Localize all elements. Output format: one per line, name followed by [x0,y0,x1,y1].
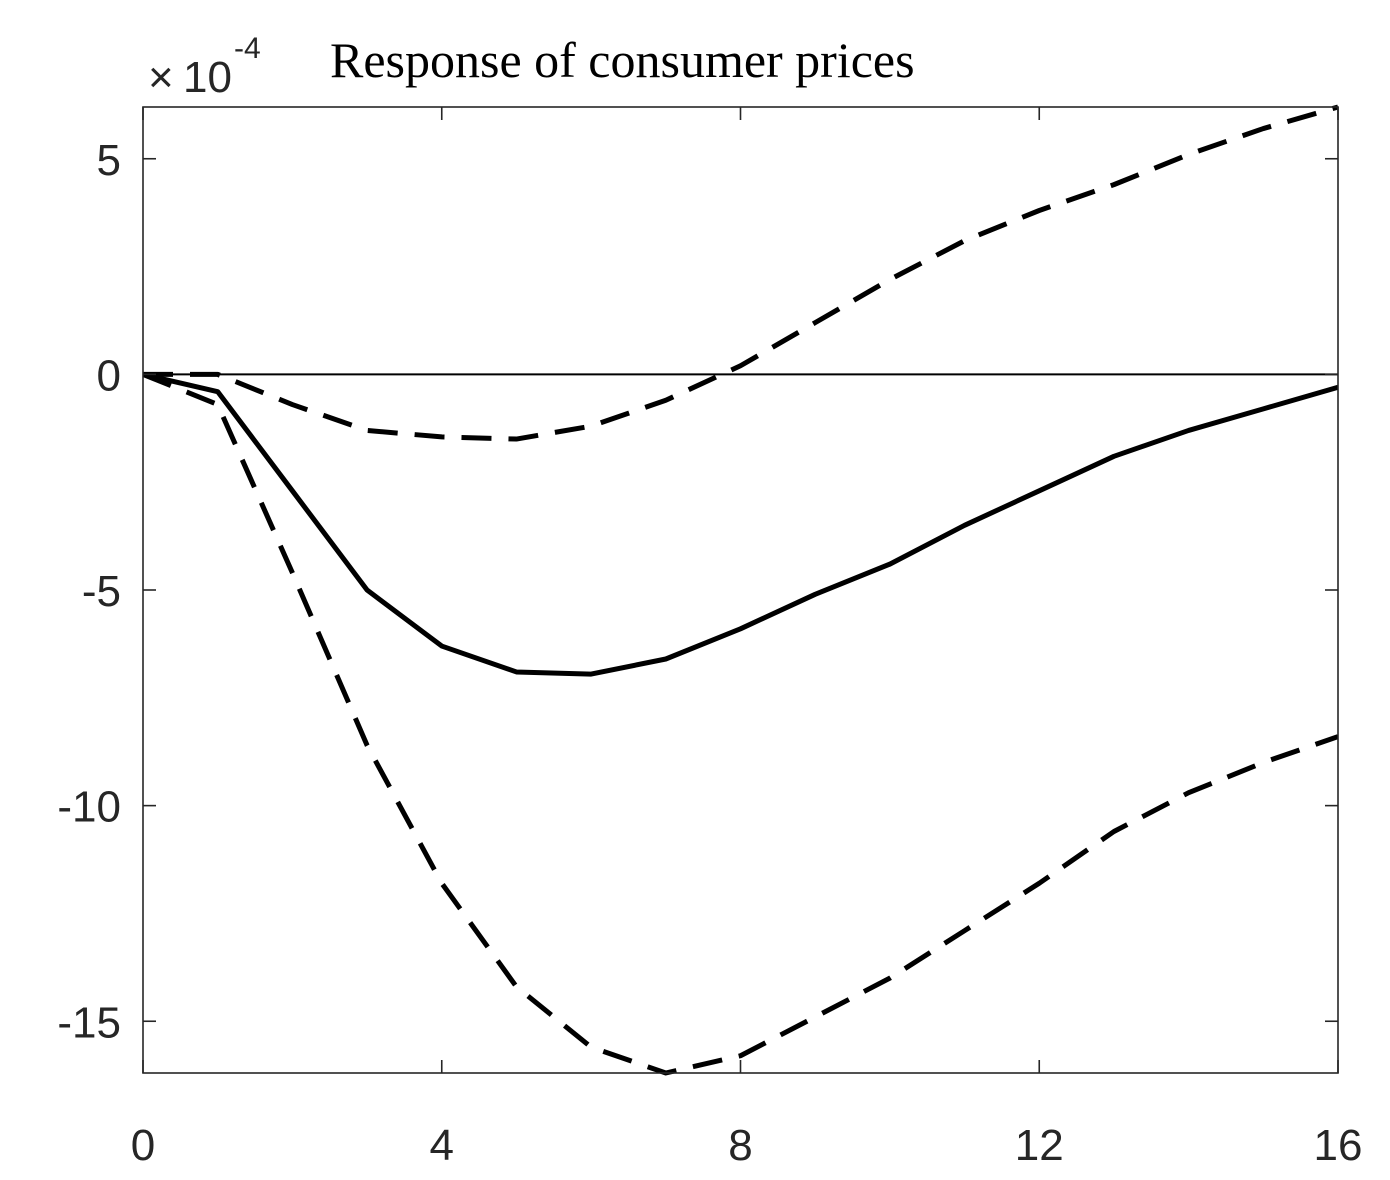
y-tick-label--5: -5 [82,567,121,616]
y-tick-label-0: 0 [97,351,121,400]
series-line-2 [143,104,1338,442]
x-tick-label-16: 16 [1314,1121,1363,1170]
x-tick-label-0: 0 [131,1121,155,1170]
scale-base: 10 [183,53,232,102]
scale-exponent: -4 [234,32,261,65]
series-line-1 [143,371,1338,677]
chart-title: Response of consumer prices [330,32,915,88]
series-group [143,104,1338,1076]
axes-frame [142,106,1339,1074]
chart-title-group: × 10 -4 Response of consumer prices [148,32,915,102]
y-tick-label-5: 5 [97,136,121,185]
scale-times-symbol: × [148,53,174,102]
plot-area: 0 4 8 12 16 -15 -10 -5 0 5 [57,104,1363,1170]
y-tick-label--15: -15 [57,998,121,1047]
x-tick-label-8: 8 [728,1121,752,1170]
x-tick-label-4: 4 [430,1121,454,1170]
series-line-3 [143,372,1338,1076]
x-tick-label-12: 12 [1015,1121,1064,1170]
y-tick-label--10: -10 [57,783,121,832]
